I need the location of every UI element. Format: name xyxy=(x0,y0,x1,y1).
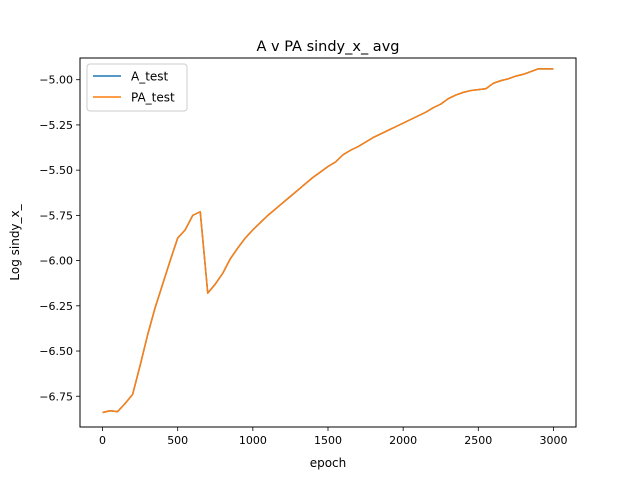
x-tick-label: 2000 xyxy=(389,434,417,447)
chart-title: A v PA sindy_x_ avg xyxy=(257,39,400,55)
x-axis-ticks: 0 500 1000 1500 2000 2500 3000 xyxy=(99,427,567,447)
series-layer xyxy=(102,68,554,414)
y-tick-label: −6.00 xyxy=(39,255,73,268)
y-tick-label: −5.25 xyxy=(39,119,73,132)
y-axis-label: Log sindy_x_ xyxy=(8,203,22,280)
legend-label-pa-test: PA_test xyxy=(131,91,175,105)
x-tick-label: 500 xyxy=(167,434,188,447)
y-axis-ticks: −6.75 −6.50 −6.25 −6.00 −5.75 −5.50 −5.25 −5.00 xyxy=(39,74,80,403)
series-line-pa-test xyxy=(102,68,554,414)
x-tick-label: 2500 xyxy=(464,434,492,447)
x-axis-label: epoch xyxy=(310,456,347,470)
y-tick-label: −5.75 xyxy=(39,209,73,222)
x-tick-label: 1000 xyxy=(239,434,267,447)
y-tick-label: −5.50 xyxy=(39,164,73,177)
y-tick-label: −6.75 xyxy=(39,390,73,403)
y-tick-label: −6.50 xyxy=(39,345,73,358)
legend: A_test PA_test xyxy=(86,63,188,112)
legend-label-a-test: A_test xyxy=(131,70,169,84)
x-tick-label: 0 xyxy=(99,434,106,447)
x-tick-label: 3000 xyxy=(539,434,567,447)
y-tick-label: −5.00 xyxy=(39,74,73,87)
y-tick-label: −6.25 xyxy=(39,300,73,313)
x-tick-label: 1500 xyxy=(314,434,342,447)
